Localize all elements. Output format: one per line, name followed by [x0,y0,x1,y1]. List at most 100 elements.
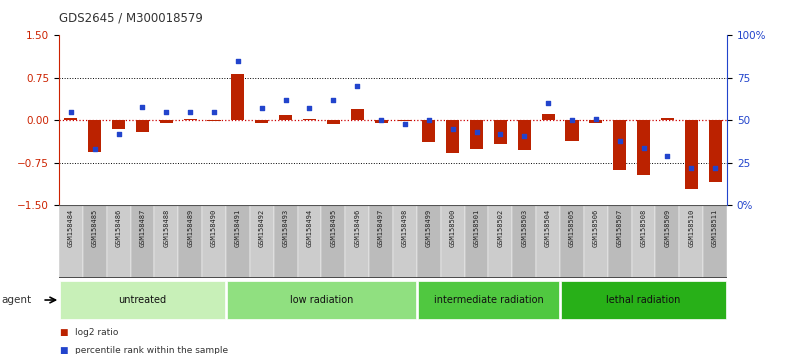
Bar [584,205,608,278]
Point [661,153,674,159]
Bar [470,120,483,149]
Bar [708,120,722,182]
Bar [279,115,292,120]
Text: GSM158506: GSM158506 [593,209,599,247]
Text: GSM158501: GSM158501 [473,209,479,247]
Point [232,58,244,64]
Bar [374,120,387,122]
Bar [178,205,202,278]
Text: GSM158489: GSM158489 [187,209,193,247]
Text: GSM158497: GSM158497 [378,209,384,247]
Point [709,165,722,171]
Bar [231,74,244,120]
Bar [561,281,725,319]
Text: lethal radiation: lethal radiation [606,295,681,305]
Point [446,126,459,132]
Bar [512,205,536,278]
Text: GSM158507: GSM158507 [617,209,623,247]
Point [590,116,602,121]
Text: GSM158485: GSM158485 [92,209,97,247]
Text: GSM158498: GSM158498 [402,209,408,247]
Bar [184,119,196,120]
Bar [417,205,441,278]
Bar [441,205,465,278]
Bar [399,120,412,121]
Text: GSM158490: GSM158490 [211,209,217,247]
Text: GSM158503: GSM158503 [521,209,527,247]
Point [327,97,340,103]
Point [351,84,363,89]
Point [542,101,554,106]
Bar [327,120,340,124]
Point [470,130,483,135]
Text: GSM158510: GSM158510 [689,209,694,247]
Bar [637,120,650,175]
Bar [422,120,435,142]
Bar [613,120,626,170]
Bar [351,109,364,120]
Text: GSM158484: GSM158484 [68,209,74,247]
Bar [418,281,559,319]
Bar [303,119,316,120]
Bar [298,205,321,278]
Point [375,118,387,123]
Bar [160,120,173,123]
Bar [542,114,555,120]
Point [89,147,101,152]
Point [494,131,507,137]
Point [303,105,316,111]
Text: GSM158495: GSM158495 [330,209,336,247]
Bar [226,205,250,278]
Point [64,109,77,115]
Text: GSM158492: GSM158492 [259,209,265,247]
Bar [494,120,507,144]
Bar [112,120,125,129]
Point [184,109,196,115]
Text: ■: ■ [59,328,68,337]
Bar [393,205,417,278]
Text: agent: agent [2,295,31,305]
Text: GSM158491: GSM158491 [235,209,241,247]
Bar [560,205,584,278]
Bar [274,205,298,278]
Point [399,121,411,127]
Bar [685,120,698,189]
Point [685,165,697,171]
Bar [255,120,268,122]
Bar [227,281,416,319]
Bar [107,205,130,278]
Text: ■: ■ [59,346,68,354]
Bar [465,205,488,278]
Bar [208,120,221,121]
Text: GSM158494: GSM158494 [307,209,313,247]
Bar [202,205,226,278]
Text: GSM158504: GSM158504 [545,209,551,247]
Text: GSM158487: GSM158487 [139,209,145,247]
Text: GSM158509: GSM158509 [664,209,670,247]
Text: GSM158511: GSM158511 [712,209,718,247]
Point [160,109,173,115]
Bar [88,120,101,152]
Text: GSM158496: GSM158496 [354,209,360,247]
Point [136,104,149,110]
Point [566,118,578,123]
Bar [369,205,393,278]
Text: GSM158502: GSM158502 [498,209,503,247]
Bar [321,205,345,278]
Text: percentile rank within the sample: percentile rank within the sample [75,346,228,354]
Bar [661,118,674,120]
Bar [136,120,149,132]
Bar [632,205,656,278]
Bar [518,120,531,150]
Bar [345,205,369,278]
Bar [446,120,459,153]
Text: untreated: untreated [119,295,167,305]
Point [423,118,435,123]
Bar [590,120,602,122]
Bar [83,205,107,278]
Bar [64,118,78,120]
Bar [608,205,632,278]
Bar [565,120,578,141]
Bar [250,205,274,278]
Bar [61,281,225,319]
